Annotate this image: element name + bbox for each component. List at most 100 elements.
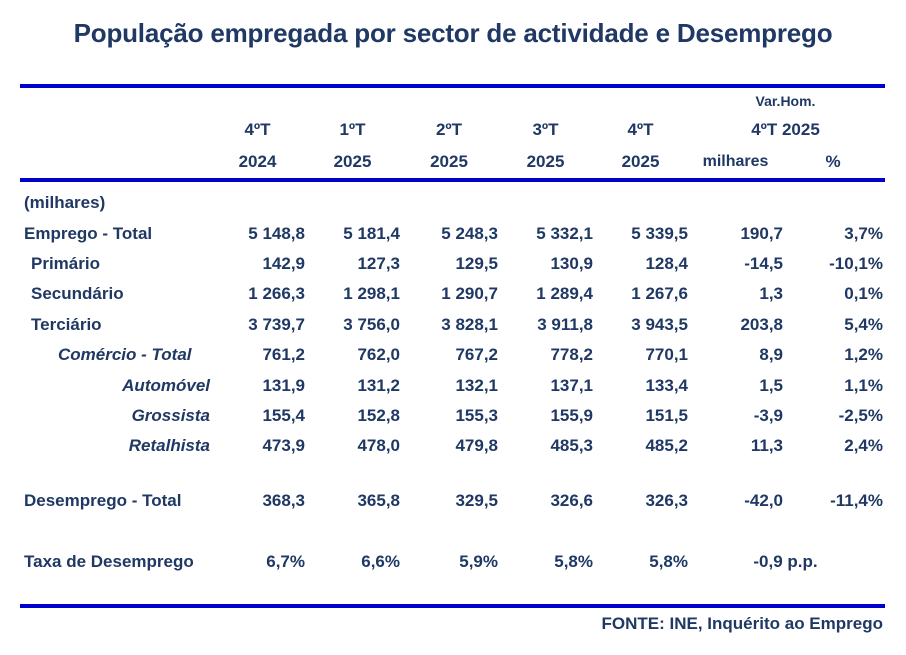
column-header-varhom-sub: 4ºT 2025 <box>751 119 820 139</box>
cell-value: 479,8 <box>455 436 498 456</box>
column-header-year: 2025 <box>430 152 468 171</box>
table-row: Grossista 155,4 152,8 155,3 155,9 151,5 -3,9 -2… <box>20 401 883 431</box>
cell-value: 142,9 <box>262 253 305 273</box>
cell-value: 762,0 <box>357 345 400 365</box>
cell-value: 8,9 <box>759 345 783 365</box>
column-header-year: 2024 <box>238 152 277 171</box>
cell-value: 1 266,3 <box>248 284 305 304</box>
column-header-year: 2025 <box>333 152 372 171</box>
cell-value: 5 148,8 <box>248 223 305 243</box>
source-note: FONTE: INE, Inquérito ao Emprego <box>601 614 883 633</box>
row-label: Desemprego - Total <box>24 490 182 510</box>
cell-value: 5,8% <box>554 552 593 572</box>
column-header-year: 2025 <box>526 152 565 171</box>
cell-value: 203,8 <box>740 314 783 334</box>
cell-value: 3,7% <box>844 223 883 243</box>
cell-value: 131,9 <box>262 375 305 395</box>
cell-value: 1,1% <box>844 375 883 395</box>
table-row: Taxa de Desemprego 6,7% 6,6% 5,9% 5,8% 5,8% -0… <box>20 547 883 577</box>
column-header-milhares: milhares <box>702 153 769 170</box>
cell-value: -3,9 <box>753 405 783 425</box>
row-label: Automóvel <box>122 375 210 395</box>
cell-value: 329,5 <box>455 490 498 510</box>
column-header-quarter: 2ºT <box>435 119 463 139</box>
cell-value: 485,3 <box>550 436 593 456</box>
cell-value: 365,8 <box>357 490 400 510</box>
cell-value: 1 290,7 <box>441 284 498 304</box>
table-row: Emprego - Total 5 148,8 5 181,4 5 248,3 5 33… <box>20 218 883 248</box>
cell-value: 1,3 <box>759 284 783 304</box>
row-label: Grossista <box>131 405 210 425</box>
row-label: Terciário <box>31 314 102 334</box>
cell-value: 6,7% <box>266 552 305 572</box>
cell-value: 478,0 <box>357 436 400 456</box>
row-label: Primário <box>31 253 100 273</box>
table-row: Secundário 1 266,3 1 298,1 1 290,7 1 289,4 1 … <box>20 279 883 309</box>
cell-value: 485,2 <box>645 436 688 456</box>
cell-value: 1,2% <box>844 345 883 365</box>
cell-value: 3 943,5 <box>631 314 688 334</box>
cell-value: 5 181,4 <box>343 223 400 243</box>
cell-value: 761,2 <box>262 345 305 365</box>
cell-value: -10,1% <box>829 253 883 273</box>
column-header-year: 2025 <box>621 152 660 171</box>
table-header: Var.Hom. 4ºT 1ºT 2ºT 3ºT 4ºT 4ºT 2025 20… <box>20 89 883 178</box>
cell-value: 155,4 <box>262 405 305 425</box>
column-header-quarter: 4ºT <box>627 119 654 139</box>
cell-value: 473,9 <box>262 436 305 456</box>
row-label: Retalhista <box>128 436 210 456</box>
cell-value: 11,3 <box>750 436 783 456</box>
table-row: Terciário 3 739,7 3 756,0 3 828,1 3 911,8 3 9… <box>20 310 883 340</box>
row-label: Emprego - Total <box>24 223 153 243</box>
cell-value: -14,5 <box>744 253 783 273</box>
cell-value: 2,4% <box>844 436 883 456</box>
cell-value: 130,9 <box>550 253 593 273</box>
cell-value: 5 332,1 <box>536 223 593 243</box>
cell-value: 778,2 <box>550 345 593 365</box>
column-header-percent: % <box>825 152 841 171</box>
cell-value: 0,1% <box>844 284 883 304</box>
cell-value: 3 911,8 <box>537 314 593 334</box>
cell-value: 155,3 <box>455 405 498 425</box>
cell-value: 151,5 <box>645 405 688 425</box>
column-header-quarter: 4ºT <box>244 119 271 139</box>
top-rule <box>20 84 885 88</box>
table-row: Automóvel 131,9 131,2 132,1 137,1 133,4 1,5 1,1… <box>20 370 883 400</box>
cell-value: 127,3 <box>357 253 400 273</box>
cell-value: 1,5 <box>759 375 783 395</box>
cell-value: 3 739,7 <box>248 314 305 334</box>
table-row: Comércio - Total 761,2 762,0 767,2 778,2 770,… <box>20 340 883 370</box>
row-label: Secundário <box>31 284 124 304</box>
row-label: Comércio - Total <box>58 345 192 365</box>
cell-value: 1 289,4 <box>536 284 593 304</box>
cell-value: 128,4 <box>645 253 688 273</box>
cell-value: 767,2 <box>455 345 498 365</box>
bottom-rule <box>20 604 885 608</box>
row-label: (milhares) <box>24 193 106 213</box>
table-row: Retalhista 473,9 478,0 479,8 485,3 485,2 11,3 2… <box>20 431 883 461</box>
cell-value: 129,5 <box>455 253 498 273</box>
table-row: (milhares) <box>20 188 883 218</box>
cell-value: 5,4% <box>844 314 883 334</box>
cell-value-span: -0,9 p.p. <box>753 552 818 572</box>
cell-value: 5,8% <box>649 552 688 572</box>
cell-value: -2,5% <box>838 405 883 425</box>
table-row: Desemprego - Total 368,3 365,8 329,5 326,6 32… <box>20 486 883 516</box>
cell-value: 137,1 <box>550 375 593 395</box>
column-header-quarter: 3ºT <box>532 119 559 139</box>
cell-value: 152,8 <box>357 405 400 425</box>
cell-value: 770,1 <box>645 345 688 365</box>
table-spacer-row <box>20 462 883 486</box>
row-label: Taxa de Desemprego <box>24 552 194 572</box>
cell-value: 1 298,1 <box>343 284 400 304</box>
cell-value: 5 248,3 <box>441 223 498 243</box>
cell-value: 131,2 <box>357 375 400 395</box>
table-row: Primário 142,9 127,3 129,5 130,9 128,4 -14,5 -1… <box>20 249 883 279</box>
cell-value: 1 267,6 <box>631 284 688 304</box>
cell-value: 368,3 <box>262 490 305 510</box>
column-header-varhom: Var.Hom. <box>755 93 816 109</box>
cell-value: -42,0 <box>744 490 783 510</box>
page-title: População empregada por sector de activi… <box>73 18 833 48</box>
cell-value: 3 756,0 <box>343 314 400 334</box>
